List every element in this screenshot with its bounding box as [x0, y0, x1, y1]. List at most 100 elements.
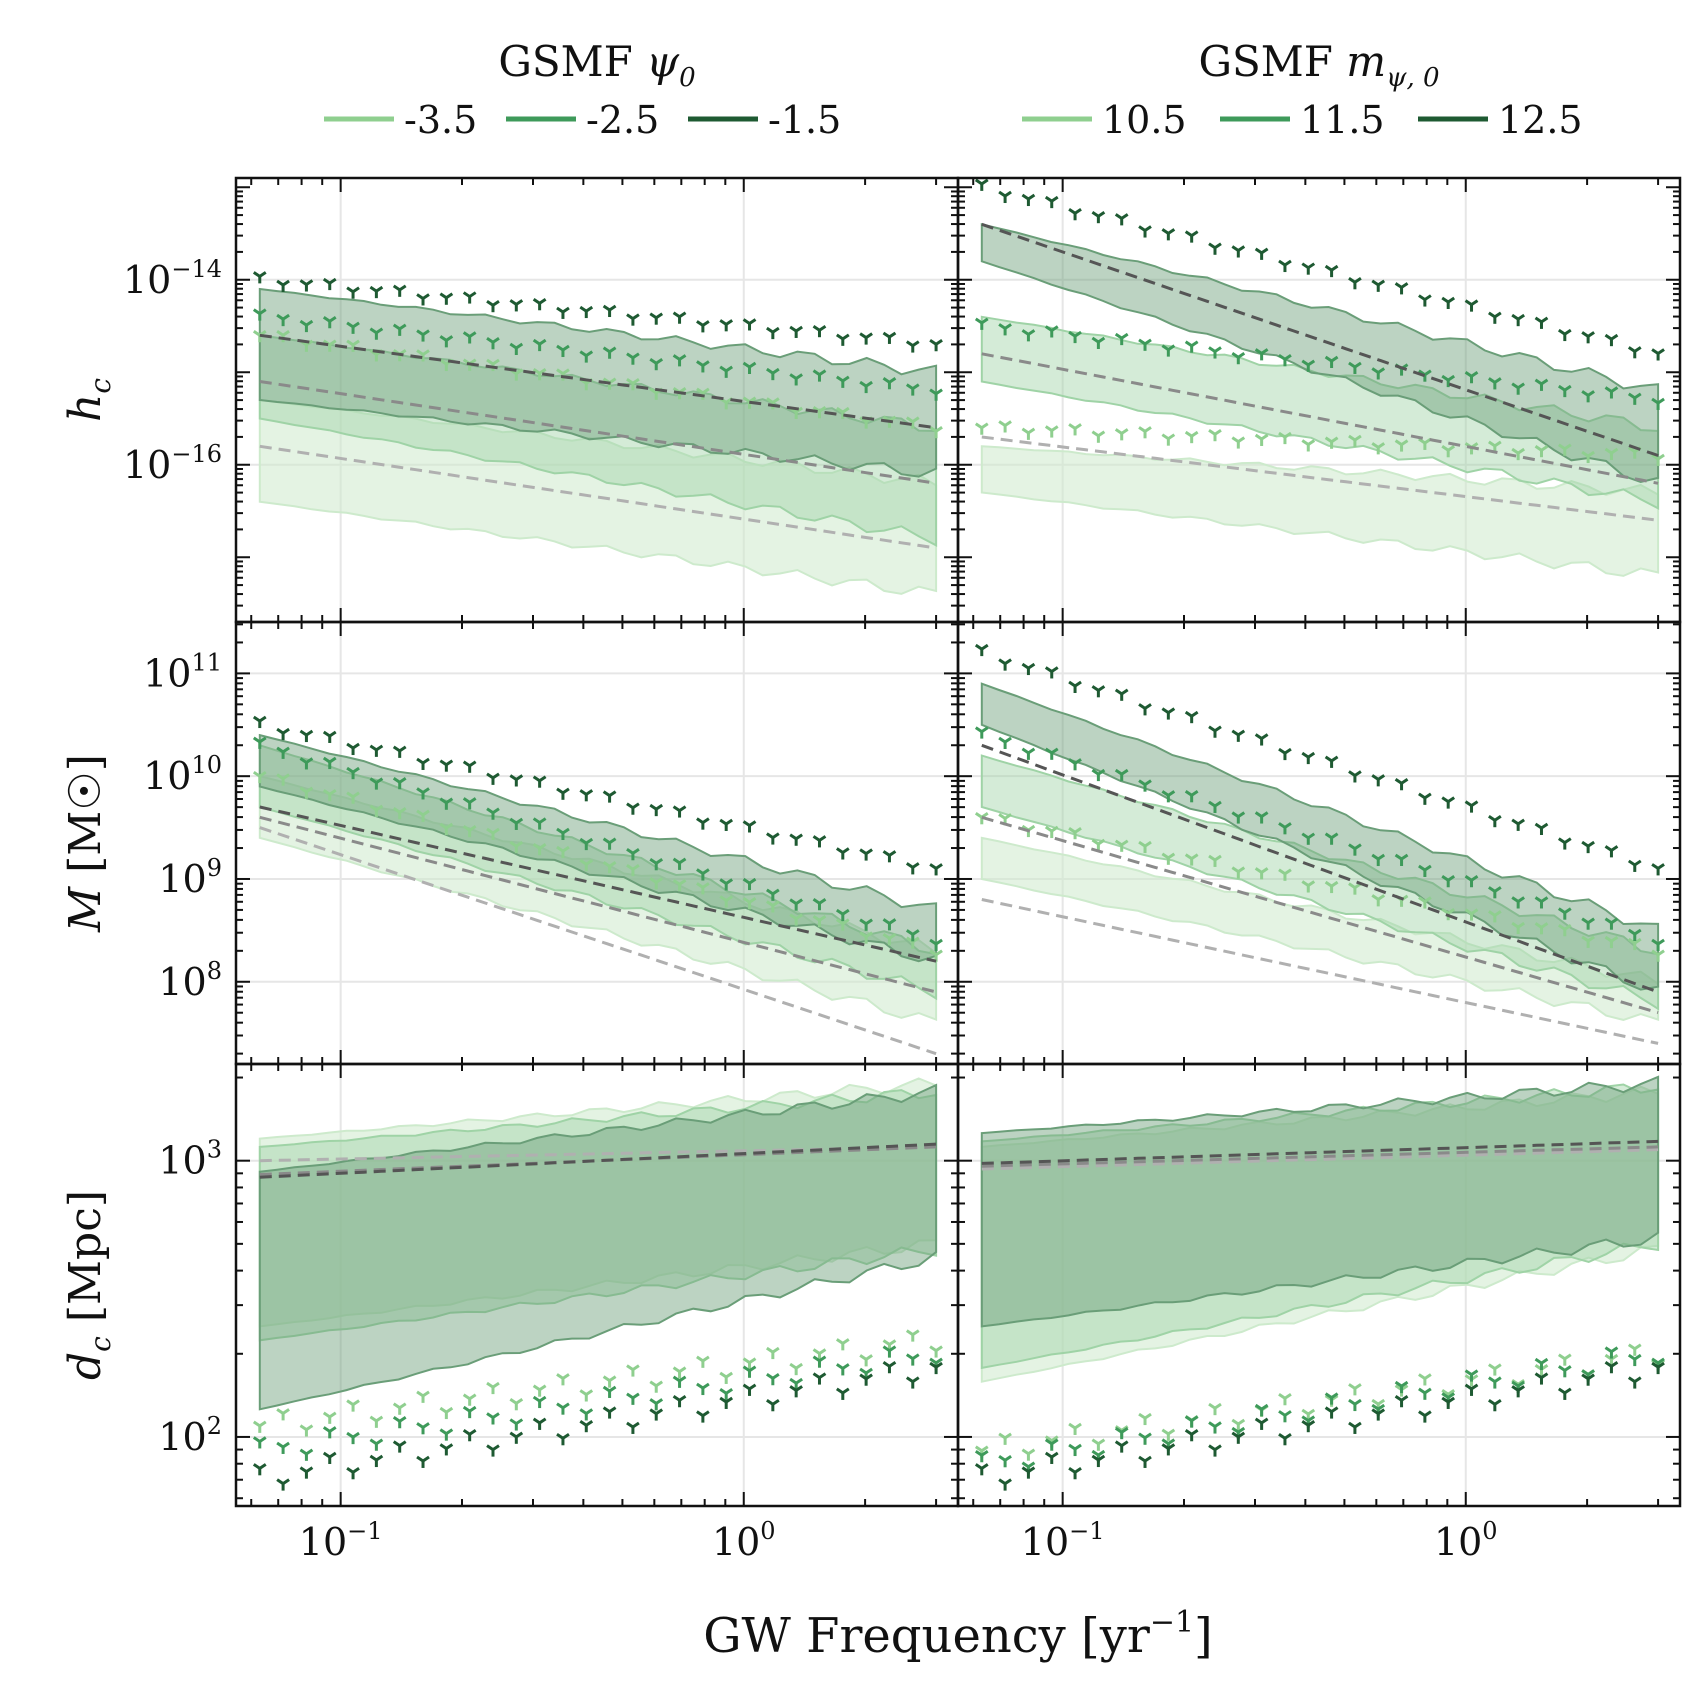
scatter-point: [1348, 1398, 1362, 1412]
scatter-point: [322, 788, 337, 802]
scatter-point: [766, 832, 780, 845]
scatter-point: [1114, 213, 1129, 226]
scatter-point: [1114, 839, 1129, 852]
scatter--2.5: [252, 308, 943, 401]
scatter-point: [905, 1376, 920, 1389]
scatter-point: [439, 1406, 454, 1420]
scatter-point: [719, 895, 734, 908]
scatter-point: [1418, 1373, 1432, 1386]
scatter-point: [1231, 866, 1246, 879]
band--1.5: [258, 287, 938, 478]
scatter--1.5: [252, 715, 943, 876]
scatter-point: [462, 797, 477, 810]
scatter-point: [1627, 1353, 1642, 1367]
scatter-point: [649, 357, 664, 371]
scatter-point: [1581, 917, 1595, 930]
scatter-point: [1418, 864, 1432, 878]
band--2.5: [258, 743, 938, 1001]
scatter-point: [346, 1431, 360, 1445]
scatter-point: [1161, 344, 1176, 357]
scatter-point: [1324, 755, 1339, 768]
scatter-point: [626, 848, 640, 861]
scatter-point: [1138, 779, 1152, 792]
y-tick-base: 10: [143, 754, 191, 798]
x-tick-exp: −1: [1069, 1517, 1104, 1545]
scatter-point: [416, 1390, 430, 1403]
y-tick-base: 10: [123, 258, 171, 302]
scatter-point: [812, 915, 827, 928]
x-axis-label: GW Frequency [yr−1]: [703, 1605, 1213, 1664]
scatter-point: [1208, 428, 1222, 442]
scatter-point: [1068, 758, 1082, 771]
legend-title: GSMF mψ, 0: [1198, 37, 1439, 93]
scatter-point: [1231, 436, 1246, 449]
scatter-point: [1184, 340, 1199, 353]
scatter-point: [812, 835, 827, 848]
legend-title-sub: ψ, 0: [1386, 63, 1439, 93]
scatter-point: [1604, 845, 1619, 858]
scatter-point: [1557, 907, 1572, 920]
scatter-point: [1278, 354, 1292, 367]
scatter-point: [766, 367, 780, 381]
scatter-point: [1068, 680, 1082, 694]
scatter-point: [509, 1431, 524, 1444]
scatter-point: [789, 833, 803, 846]
scatter-point: [532, 1417, 547, 1430]
scatter-point: [299, 729, 314, 743]
scatter-point: [1254, 348, 1269, 361]
scatter-point: [1511, 921, 1525, 935]
scatter-point: [1348, 277, 1362, 290]
scatter-point: [742, 1357, 757, 1370]
scatter-point: [1651, 453, 1665, 466]
scatter-point: [672, 805, 687, 818]
scatter-point: [1464, 371, 1479, 384]
scatter-point: [1068, 1422, 1082, 1435]
band-11.5: [980, 1083, 1660, 1370]
scatter-point: [346, 1399, 360, 1412]
scatter-point: [1464, 874, 1479, 888]
scatter-point: [1534, 1357, 1549, 1371]
scatter-point: [1511, 818, 1525, 831]
scatter-point: [626, 352, 640, 365]
scatter-point: [696, 1355, 710, 1368]
ticks: [958, 1064, 1680, 1506]
scatter-point: [1651, 348, 1665, 361]
scatter-point: [1161, 1428, 1176, 1441]
scatter-point: [905, 340, 920, 353]
scatter-point: [626, 1421, 640, 1434]
y-tick-label: 108: [158, 957, 222, 1004]
scatter-point: [1021, 747, 1036, 760]
scatter-point: [1184, 710, 1199, 724]
legend-title-math: m: [1346, 37, 1386, 86]
scatter-point: [1208, 854, 1222, 867]
y-tick-exp: 3: [207, 1136, 222, 1164]
scatter-point: [1091, 1454, 1106, 1468]
legend-entry: 11.5: [1220, 98, 1385, 142]
scatter-point: [1557, 328, 1572, 342]
scatter-point: [532, 775, 547, 788]
scatter-point: [1557, 1387, 1572, 1400]
median-line--3.5: [259, 826, 937, 1056]
scatter-point: [1604, 1361, 1619, 1374]
scatter-point: [929, 425, 943, 439]
scatter-11.5: [974, 726, 1665, 951]
scatter-point: [789, 373, 803, 386]
scatter-12.5: [974, 1361, 1665, 1491]
scatter-point: [882, 850, 897, 863]
scatter-point: [369, 744, 384, 757]
scatter-point: [1418, 1410, 1432, 1423]
scatter-point: [1254, 733, 1269, 746]
scatter-point: [1464, 1369, 1479, 1382]
scatter-point: [649, 1398, 664, 1411]
scatter-point: [626, 802, 640, 815]
scatter-point: [392, 1440, 407, 1453]
band-11.5: [980, 315, 1660, 510]
scatter-point: [859, 1354, 873, 1367]
scatter-point: [1651, 949, 1665, 962]
scatter-point: [532, 842, 547, 856]
scatter-point: [602, 790, 617, 803]
legend-psi0: GSMF ψ0 -3.5 -2.5 -1.5: [324, 37, 841, 142]
scatter-point: [1161, 707, 1176, 720]
